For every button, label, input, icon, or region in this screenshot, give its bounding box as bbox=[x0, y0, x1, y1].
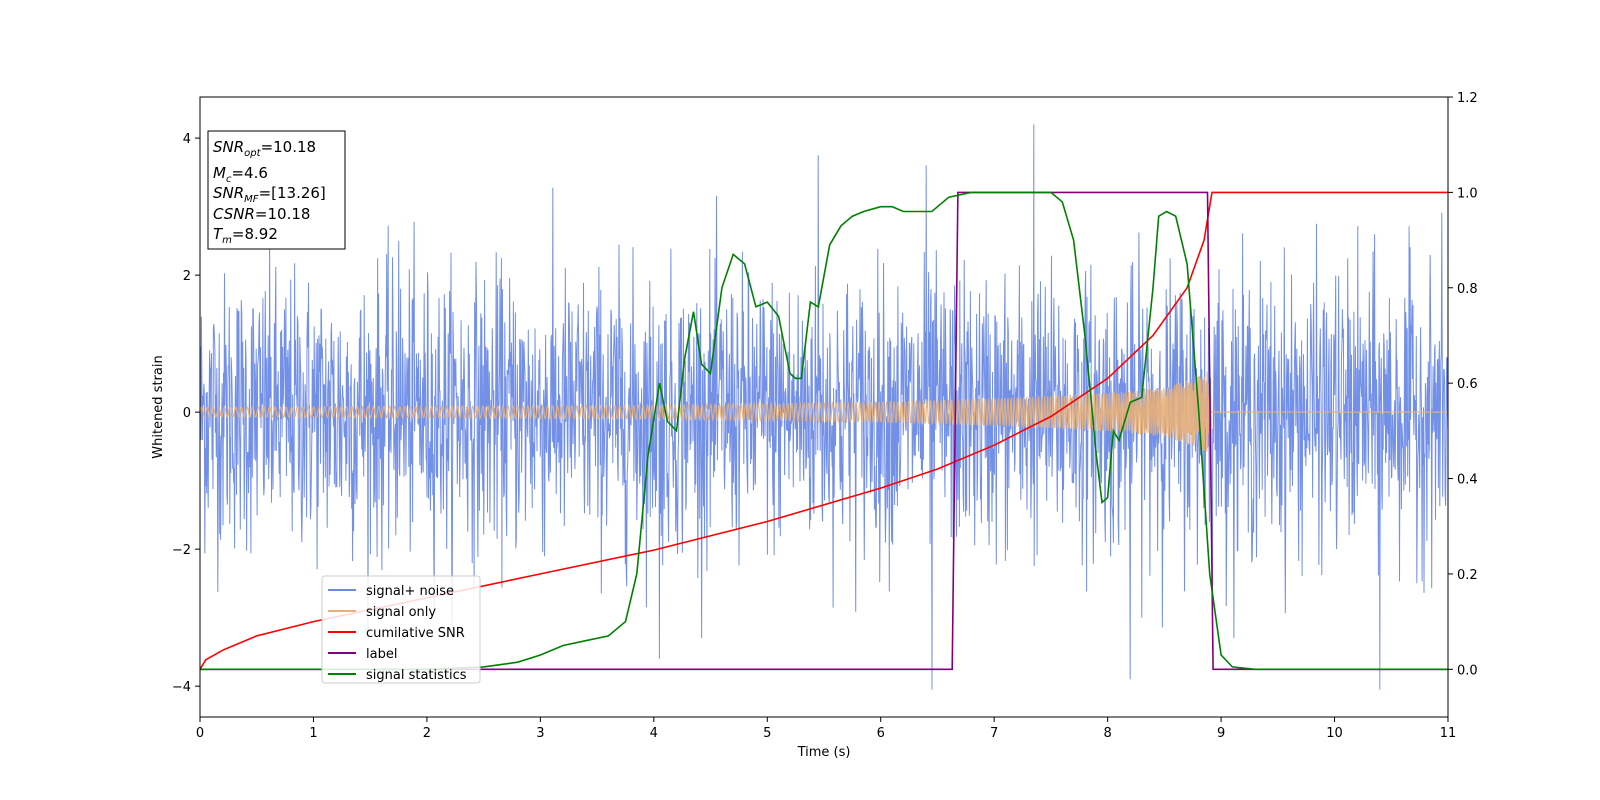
y2-tick-label: 1.0 bbox=[1457, 186, 1478, 201]
legend-frame bbox=[321, 575, 481, 684]
y-axis-label: Whitened strain bbox=[151, 355, 166, 458]
x-tick-label: 8 bbox=[1103, 726, 1111, 741]
x-tick-label: 0 bbox=[196, 726, 204, 741]
legend-label: cumilative SNR bbox=[366, 626, 465, 641]
x-axis: 0 1 2 3 4 5 6 7 8 9 10 11 bbox=[196, 717, 1456, 741]
y-tick-label: −2 bbox=[172, 543, 191, 558]
series-cumilative-snr bbox=[200, 191, 1448, 670]
x-tick-label: 5 bbox=[763, 726, 771, 741]
x-tick-label: 6 bbox=[877, 726, 885, 741]
info-box-frame bbox=[207, 130, 346, 250]
y2-tick-label: 0.4 bbox=[1457, 473, 1478, 488]
y-tick-label: 4 bbox=[183, 132, 191, 147]
plot-frame bbox=[199, 96, 1449, 718]
series-signal-noise bbox=[200, 124, 1448, 690]
y2-tick-label: 0.0 bbox=[1457, 663, 1478, 678]
info-box: SNRopt=10.18 Mc=4.6 SNRMF=[13.26] CSNR=1… bbox=[207, 130, 346, 250]
info-snr-opt: SNRopt=10.18 bbox=[213, 138, 316, 159]
y-tick-label: 0 bbox=[183, 406, 191, 421]
x-tick-label: 7 bbox=[990, 726, 998, 741]
info-snr-mf: SNRMF=[13.26] bbox=[213, 184, 326, 205]
x-tick-label: 2 bbox=[423, 726, 431, 741]
series-signal-statistics bbox=[200, 191, 1448, 671]
x-tick-label: 11 bbox=[1440, 726, 1457, 741]
info-csnr: CSNR=10.18 bbox=[213, 205, 310, 223]
x-axis-label: Time (s) bbox=[797, 745, 851, 760]
y2-tick-label: 0.6 bbox=[1457, 377, 1478, 392]
y-axis-right: 0.0 0.2 0.4 0.6 0.8 1.0 1.2 bbox=[1448, 91, 1478, 678]
legend-label: signal only bbox=[366, 605, 436, 620]
y2-tick-label: 0.2 bbox=[1457, 568, 1478, 583]
x-tick-label: 10 bbox=[1326, 726, 1343, 741]
legend-label: signal+ noise bbox=[366, 584, 454, 599]
y2-tick-label: 0.8 bbox=[1457, 282, 1478, 297]
y-tick-label: 2 bbox=[183, 269, 191, 284]
legend: signal+ noise signal only cumilative SNR la… bbox=[321, 575, 481, 684]
y-tick-label: −4 bbox=[172, 680, 191, 695]
series-signal-only bbox=[200, 371, 1448, 452]
x-tick-label: 9 bbox=[1217, 726, 1225, 741]
x-tick-label: 4 bbox=[650, 726, 658, 741]
x-tick-label: 1 bbox=[309, 726, 317, 741]
y-axis-left: −4 −2 0 2 4 bbox=[172, 132, 200, 695]
series-layer bbox=[200, 124, 1448, 690]
info-mc: Mc=4.6 bbox=[213, 164, 268, 185]
x-tick-label: 3 bbox=[536, 726, 544, 741]
info-tm: Tm=8.92 bbox=[213, 225, 278, 246]
y2-tick-label: 1.2 bbox=[1457, 91, 1478, 106]
legend-label: signal statistics bbox=[366, 668, 467, 683]
legend-label: label bbox=[366, 647, 397, 662]
